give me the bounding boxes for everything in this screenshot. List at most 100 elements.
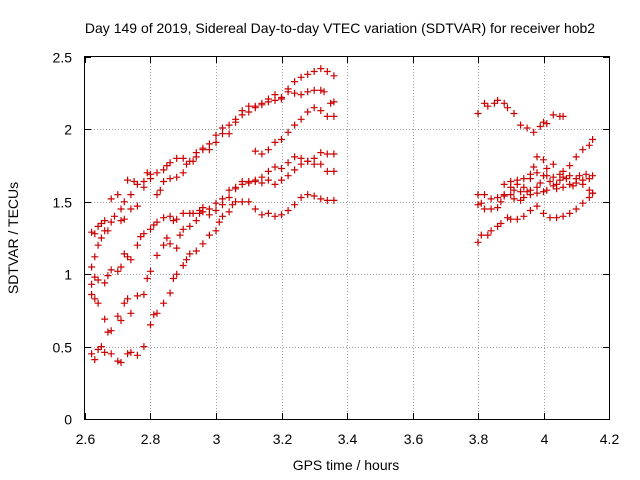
data-point [140, 291, 148, 298]
data-point [225, 130, 233, 138]
data-point [91, 295, 99, 303]
data-point [94, 299, 102, 307]
x-tick-label: 4 [541, 431, 549, 447]
data-point [540, 209, 547, 217]
data-point [205, 211, 213, 219]
data-point [153, 251, 161, 259]
data-point [176, 231, 184, 239]
data-point [153, 191, 161, 199]
data-point [104, 227, 112, 235]
data-point [114, 357, 122, 365]
data-point [327, 99, 335, 107]
data-point [284, 207, 292, 214]
y-tick-label: 1.5 [53, 195, 73, 211]
data-point [91, 356, 99, 364]
data-point [166, 289, 174, 297]
data-point [225, 186, 233, 194]
data-point [245, 178, 253, 185]
data-point [291, 78, 299, 86]
data-point [251, 176, 259, 184]
data-point [566, 162, 574, 170]
data-point [179, 225, 187, 233]
data-point [199, 240, 207, 248]
data-point [297, 91, 305, 99]
data-point [212, 227, 220, 235]
data-point [284, 159, 292, 167]
data-point [530, 163, 538, 171]
data-point [104, 272, 112, 280]
data-point [481, 205, 488, 213]
data-point [507, 215, 515, 223]
data-point [330, 167, 338, 175]
data-point [143, 275, 151, 282]
data-point [160, 178, 168, 185]
data-point [127, 256, 135, 264]
data-point [278, 176, 285, 184]
data-point [166, 159, 174, 167]
data-point [88, 291, 96, 298]
x-tick-label: 3.2 [273, 431, 293, 447]
data-point [540, 156, 547, 164]
data-point [582, 170, 590, 178]
data-point [264, 146, 272, 154]
data-point [494, 96, 502, 104]
data-point [271, 212, 279, 220]
data-point [225, 194, 233, 201]
data-point [517, 121, 525, 129]
data-point [120, 299, 128, 307]
data-point [497, 198, 505, 206]
series-s3 [88, 149, 338, 288]
data-point [559, 183, 567, 191]
data-point [323, 112, 331, 120]
data-point [150, 311, 158, 319]
data-point [225, 121, 233, 129]
data-point [192, 217, 200, 225]
data-point [140, 183, 148, 191]
data-point [585, 141, 593, 149]
data-point [556, 170, 564, 178]
data-point [520, 175, 528, 183]
data-point [477, 199, 485, 207]
data-point [481, 191, 488, 199]
data-point [330, 72, 338, 80]
series-s2 [88, 153, 338, 336]
series-s5 [88, 65, 338, 238]
data-point [88, 350, 96, 358]
data-point [520, 212, 528, 220]
data-point [205, 140, 213, 148]
data-point [494, 194, 502, 201]
data-point [543, 172, 551, 180]
data-point [232, 115, 240, 123]
data-point [160, 214, 168, 222]
data-point [585, 194, 593, 201]
data-point [160, 241, 168, 249]
data-point [124, 176, 132, 184]
data-point [310, 192, 318, 200]
data-point [101, 217, 109, 225]
data-point [474, 238, 482, 246]
data-point [291, 201, 299, 209]
data-point [179, 262, 187, 269]
data-point [553, 185, 561, 193]
data-point [585, 175, 593, 183]
data-point [559, 212, 567, 220]
data-point [271, 91, 279, 99]
data-point [114, 312, 122, 320]
data-point [533, 183, 541, 191]
data-point [114, 267, 122, 275]
grid [85, 57, 609, 419]
data-point [212, 207, 220, 214]
data-point [166, 240, 174, 248]
data-point [133, 202, 141, 210]
data-point [310, 68, 318, 75]
data-point [317, 107, 325, 115]
data-point [153, 218, 161, 226]
data-point [232, 183, 240, 191]
data-point [264, 167, 272, 175]
data-point [186, 250, 194, 258]
data-point [88, 280, 96, 288]
data-point [513, 215, 521, 223]
data-point [179, 169, 187, 177]
data-point [323, 196, 331, 204]
